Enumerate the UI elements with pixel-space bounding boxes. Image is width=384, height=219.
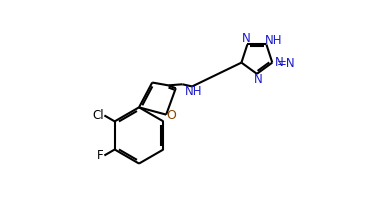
Text: F: F <box>97 149 104 162</box>
Text: NH: NH <box>265 34 282 47</box>
Text: Cl: Cl <box>93 109 104 122</box>
Text: N: N <box>254 73 263 86</box>
Text: NH: NH <box>184 85 202 98</box>
Text: =N: =N <box>277 57 296 70</box>
Text: N: N <box>242 32 251 45</box>
Text: O: O <box>166 109 176 122</box>
Text: N: N <box>275 56 283 69</box>
